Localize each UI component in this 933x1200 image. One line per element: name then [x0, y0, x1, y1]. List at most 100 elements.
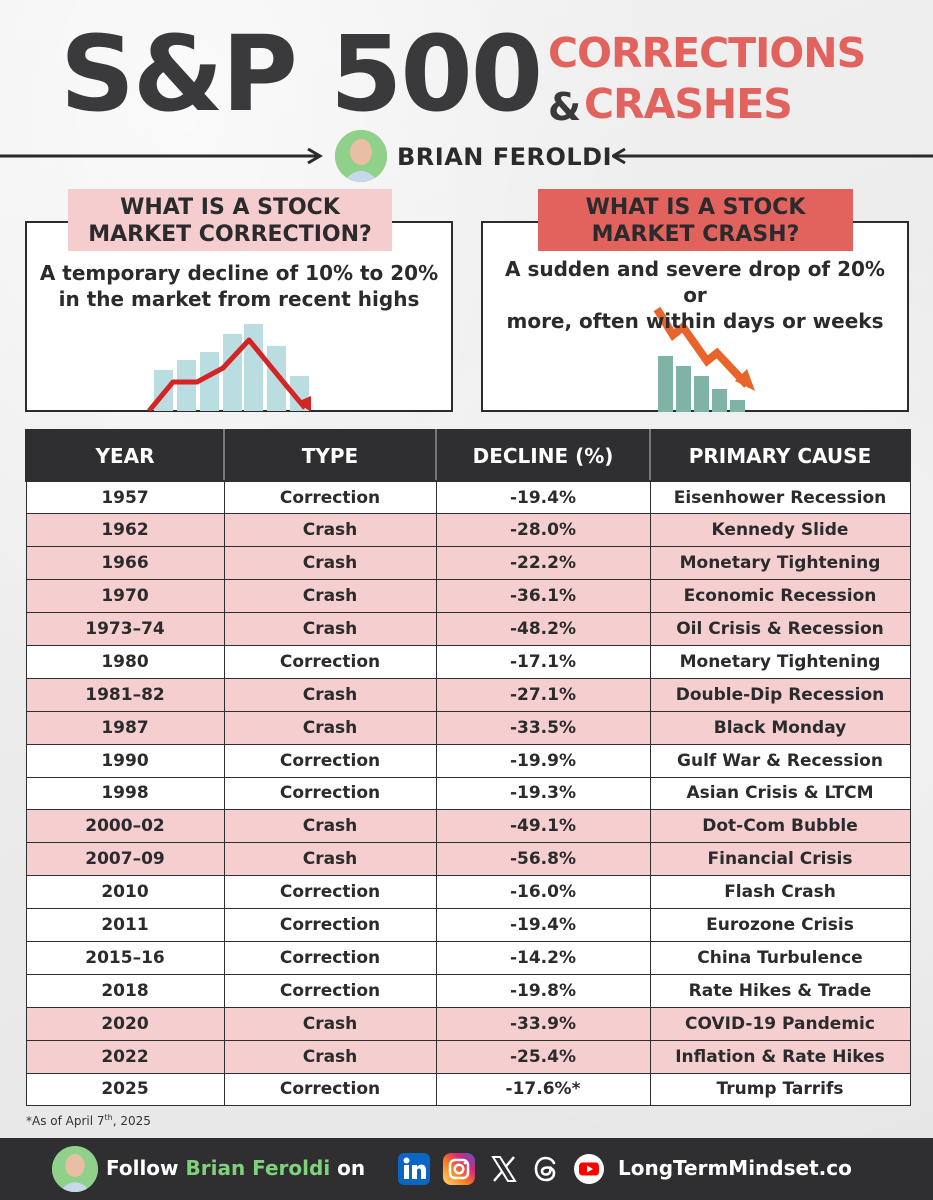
cell-decline: -25.4% [435, 1039, 651, 1074]
table-row: 2011 Correction -19.4% Eurozone Crisis [25, 908, 911, 942]
linkedin-icon[interactable] [398, 1153, 430, 1185]
cell-decline: -17.6%* [435, 1072, 651, 1107]
cell-type: Correction [223, 973, 437, 1008]
youtube-icon[interactable] [573, 1153, 605, 1185]
header-year: YEAR [25, 429, 225, 482]
follow-author-name[interactable]: Brian Feroldi [185, 1156, 331, 1180]
cell-type: Correction [223, 644, 437, 679]
cell-primary-cause: Financial Crisis [649, 842, 911, 877]
cell-year: 2020 [25, 1006, 225, 1041]
table-row: 2015–16 Correction -14.2% China Turbulence [25, 940, 911, 975]
table-row: 2022 Crash -25.4% Inflation & Rate Hikes [25, 1039, 911, 1074]
cell-decline: -56.8% [435, 842, 651, 877]
cell-year: 1957 [25, 480, 225, 515]
corrections-crashes-table: YEAR TYPE DECLINE (%) PRIMARY CAUSE 1957… [25, 429, 911, 1107]
cell-decline: -36.1% [435, 579, 651, 614]
table-row: 1987 Crash -33.5% Black Monday [25, 710, 911, 745]
cell-primary-cause: Monetary Tightening [649, 644, 911, 679]
table-row: 1957 Correction -19.4% Eisenhower Recession [25, 480, 911, 515]
instagram-icon[interactable] [443, 1153, 475, 1185]
cell-decline: -27.1% [435, 677, 651, 712]
cell-primary-cause: Monetary Tightening [649, 546, 911, 581]
cell-primary-cause: Kennedy Slide [649, 513, 911, 548]
cell-year: 1987 [25, 710, 225, 745]
cell-decline: -19.4% [435, 908, 651, 942]
cell-decline: -33.5% [435, 710, 651, 745]
correction-description: A temporary decline of 10% to 20% in the… [39, 260, 439, 312]
cell-type: Correction [223, 940, 437, 975]
crash-description: A sudden and severe drop of 20% or more,… [495, 256, 895, 334]
threads-icon[interactable] [530, 1153, 562, 1185]
author-avatar [335, 130, 387, 182]
cell-primary-cause: Eisenhower Recession [649, 480, 911, 515]
cell-type: Crash [223, 612, 437, 646]
cell-type: Crash [223, 1006, 437, 1041]
footnote: *As of April 7th, 2025 [26, 1113, 151, 1128]
cell-decline: -19.8% [435, 973, 651, 1008]
cell-type: Crash [223, 809, 437, 844]
follow-text: Follow Brian Feroldi on [106, 1156, 365, 1180]
cell-type: Crash [223, 710, 437, 745]
table-row: 2000–02 Crash -49.1% Dot-Com Bubble [25, 809, 911, 844]
title-crashes: CRASHES [584, 80, 793, 128]
cell-primary-cause: Dot-Com Bubble [649, 809, 911, 844]
cell-type: Correction [223, 1072, 437, 1107]
cell-year: 1998 [25, 776, 225, 811]
footnote-text: *As of April 7 [26, 1114, 105, 1128]
cell-year: 1981–82 [25, 677, 225, 712]
cell-year: 1970 [25, 579, 225, 614]
table-row: 1966 Crash -22.2% Monetary Tightening [25, 546, 911, 581]
title-ampersand: & [548, 85, 582, 129]
table-header-row: YEAR TYPE DECLINE (%) PRIMARY CAUSE [25, 429, 911, 482]
table-row: 2018 Correction -19.8% Rate Hikes & Trade [25, 973, 911, 1008]
cell-decline: -19.3% [435, 776, 651, 811]
cell-type: Correction [223, 776, 437, 811]
cell-year: 2025 [25, 1072, 225, 1107]
page-title: S&P 500 [60, 13, 543, 135]
cell-year: 1990 [25, 743, 225, 778]
cell-type: Crash [223, 546, 437, 581]
table-row: 1998 Correction -19.3% Asian Crisis & LTCM [25, 776, 911, 811]
cell-primary-cause: Flash Crash [649, 875, 911, 910]
cell-primary-cause: Black Monday [649, 710, 911, 745]
header-type: TYPE [223, 429, 437, 482]
cell-type: Crash [223, 513, 437, 548]
crash-chart-illustration [653, 306, 755, 412]
cell-decline: -22.2% [435, 546, 651, 581]
arrow-right-icon [0, 147, 323, 165]
cell-year: 2000–02 [25, 809, 225, 844]
cell-decline: -48.2% [435, 612, 651, 646]
cell-decline: -16.0% [435, 875, 651, 910]
cell-year: 1980 [25, 644, 225, 679]
cell-type: Correction [223, 875, 437, 910]
table-row: 1973–74 Crash -48.2% Oil Crisis & Recession [25, 612, 911, 646]
crash-label-line2: MARKET CRASH? [591, 222, 800, 247]
cell-year: 2018 [25, 973, 225, 1008]
cell-primary-cause: Double-Dip Recession [649, 677, 911, 712]
cell-decline: -14.2% [435, 940, 651, 975]
cell-type: Correction [223, 480, 437, 515]
table-row: 1981–82 Crash -27.1% Double-Dip Recession [25, 677, 911, 712]
table-row: 2025 Correction -17.6%* Trump Tarrifs [25, 1072, 911, 1107]
crash-description-line1: A sudden and severe drop of 20% or [505, 257, 885, 307]
cell-primary-cause: Inflation & Rate Hikes [649, 1039, 911, 1074]
cell-year: 1962 [25, 513, 225, 548]
footer-avatar [52, 1146, 98, 1192]
cell-type: Crash [223, 677, 437, 712]
footer-bar: Follow Brian Feroldi on LongTermMindset.… [0, 1138, 933, 1200]
website-link[interactable]: LongTermMindset.co [618, 1156, 852, 1180]
cell-year: 2015–16 [25, 940, 225, 975]
correction-description-line1: A temporary decline of 10% to 20% [39, 261, 439, 285]
cell-type: Crash [223, 579, 437, 614]
header-primary-cause: PRIMARY CAUSE [649, 429, 911, 482]
cell-primary-cause: Rate Hikes & Trade [649, 973, 911, 1008]
cell-decline: -49.1% [435, 809, 651, 844]
x-icon[interactable] [488, 1153, 520, 1185]
table-row: 2020 Crash -33.9% COVID-19 Pandemic [25, 1006, 911, 1041]
cell-year: 2007–09 [25, 842, 225, 877]
cell-year: 2022 [25, 1039, 225, 1074]
cell-primary-cause: Trump Tarrifs [649, 1072, 911, 1107]
cell-year: 2011 [25, 908, 225, 942]
author-name: BRIAN FEROLDI [397, 143, 613, 171]
title-corrections: CORRECTIONS [548, 29, 866, 77]
